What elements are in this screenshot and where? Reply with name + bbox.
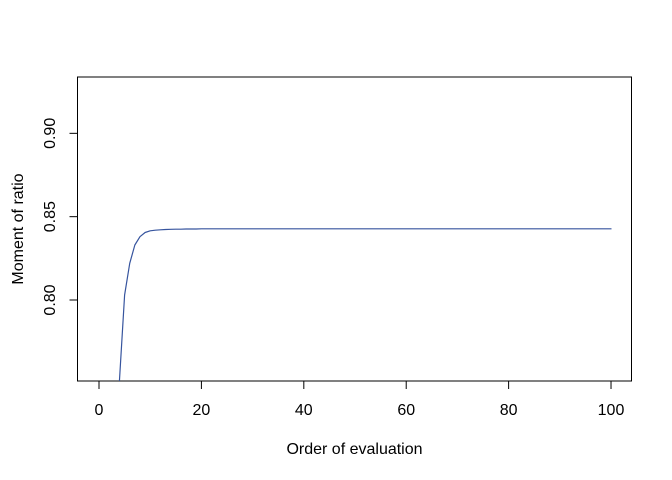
x-axis-title: Order of evaluation bbox=[286, 441, 422, 458]
x-axis-ticks: 0 20 40 60 80 100 bbox=[95, 381, 625, 419]
x-tick-label: 40 bbox=[295, 402, 313, 419]
y-tick-label: 0.85 bbox=[42, 201, 59, 232]
y-tick-label: 0.90 bbox=[42, 118, 59, 149]
x-tick-label: 80 bbox=[500, 402, 518, 419]
plot-border bbox=[77, 76, 632, 382]
plot-area bbox=[118, 228, 612, 381]
series-line bbox=[118, 228, 612, 381]
x-tick-label: 20 bbox=[193, 402, 211, 419]
y-axis-ticks: 0.80 0.85 0.90 bbox=[42, 118, 78, 316]
x-tick-label: 100 bbox=[598, 402, 625, 419]
y-axis-title: Moment of ratio bbox=[10, 173, 27, 284]
x-tick-label: 0 bbox=[95, 402, 104, 419]
x-tick-label: 60 bbox=[397, 402, 415, 419]
y-tick-label: 0.80 bbox=[42, 284, 59, 315]
